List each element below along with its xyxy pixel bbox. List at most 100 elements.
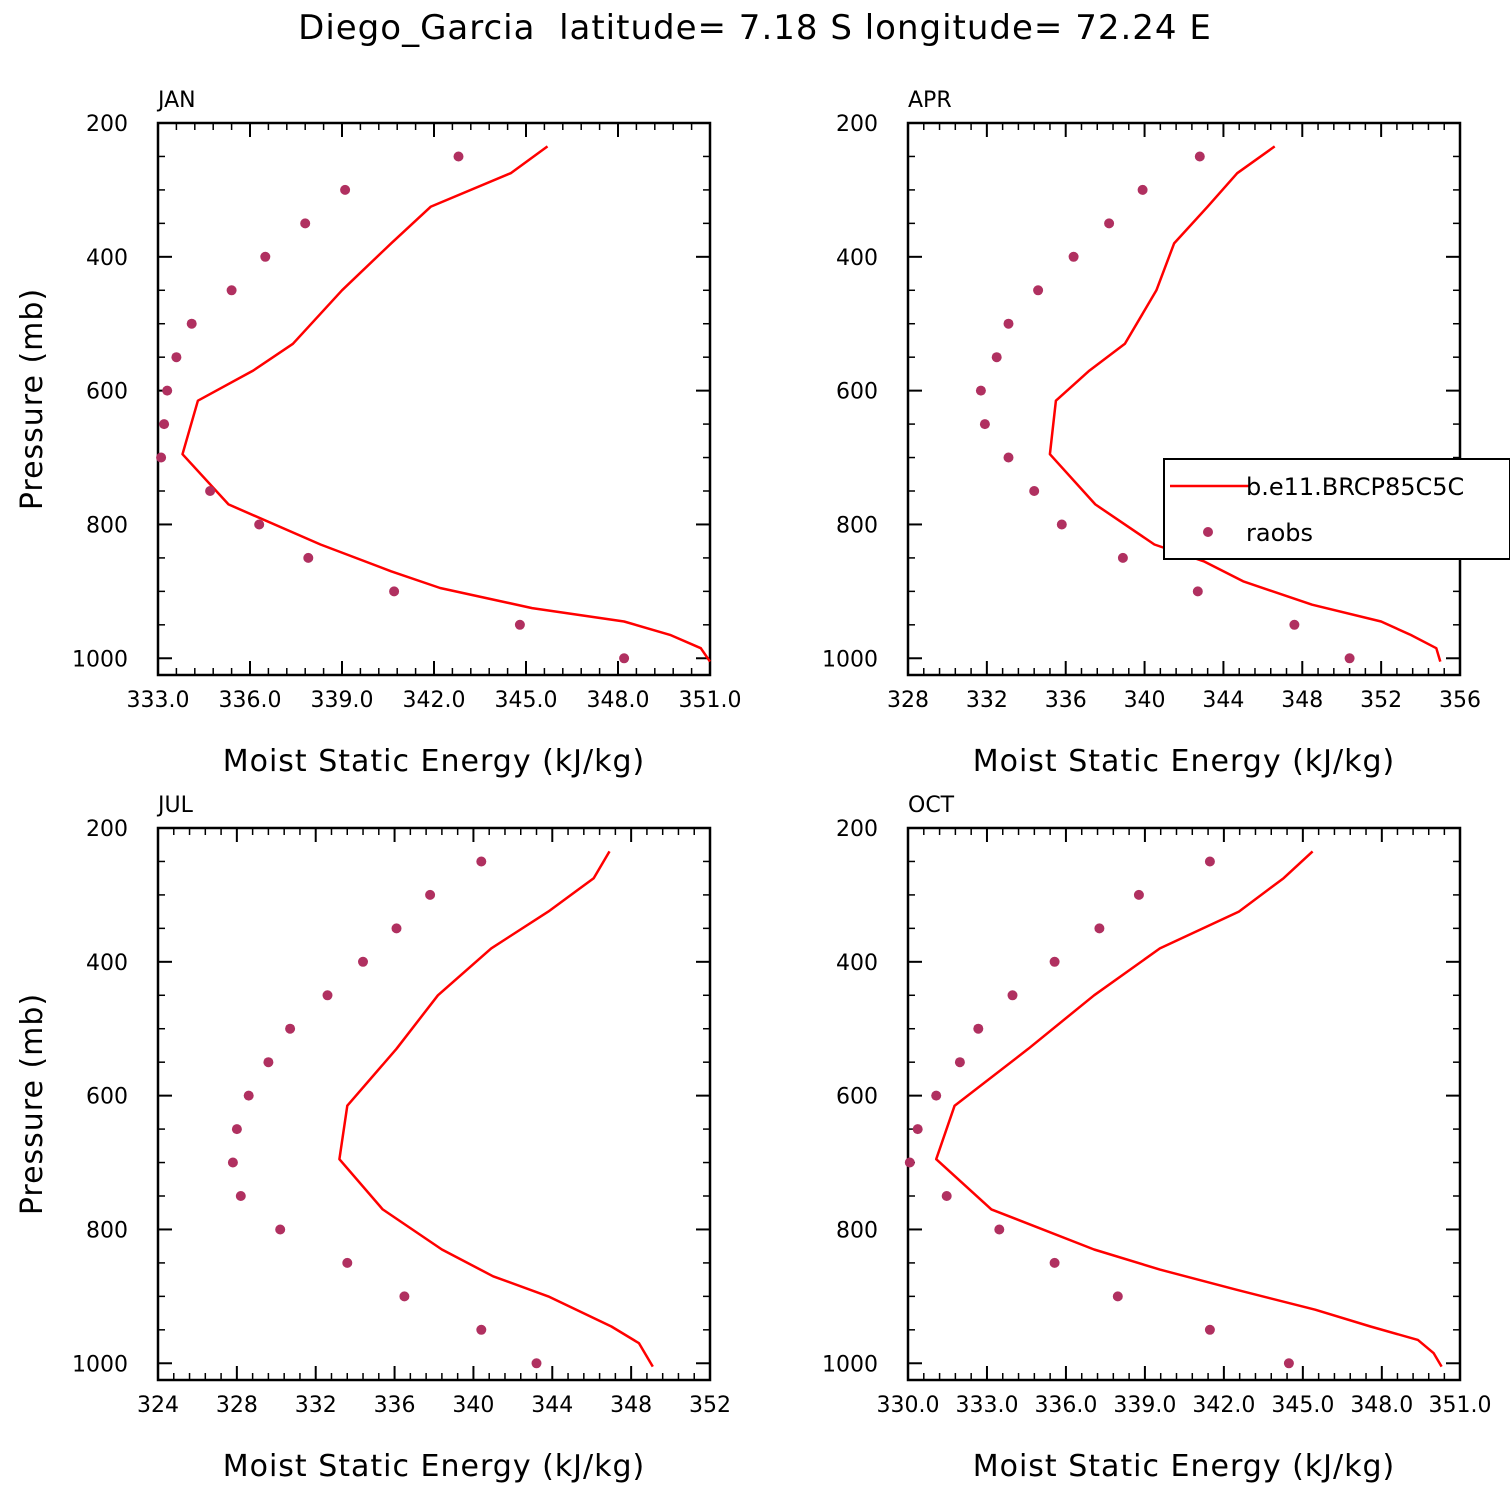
obs-point	[235, 1191, 246, 1201]
x-tick-label: 356	[1439, 688, 1481, 713]
y-tick-label: 400	[836, 246, 878, 271]
obs-point	[1289, 619, 1300, 630]
obs-point	[342, 1257, 353, 1268]
obs-point	[171, 352, 182, 363]
obs-point	[1112, 1291, 1123, 1302]
x-tick-label: 342.0	[403, 688, 466, 713]
panel-apr: 328 332 336 340 344 348 352 356 200 400 600 800 1000…	[822, 88, 1481, 779]
obs-point	[476, 856, 487, 867]
y-tick-label: 1000	[822, 1352, 878, 1377]
legend-model-label: b.e11.BRCP85C5C	[1246, 473, 1464, 501]
x-tick-label: 345.0	[495, 688, 558, 713]
obs-point	[389, 586, 400, 597]
obs-point	[340, 184, 351, 195]
x-tick-label: 339.0	[311, 688, 374, 713]
obs-point	[303, 552, 314, 563]
obs-point	[1049, 956, 1060, 967]
obs-point	[285, 1023, 296, 1034]
legend-obs-label: raobs	[1246, 519, 1313, 547]
legend-obs-marker	[1203, 527, 1213, 537]
x-tick-label: 328	[216, 1393, 258, 1418]
legend-box	[1163, 458, 1510, 560]
x-tick-label: 324	[137, 1393, 179, 1418]
obs-point	[453, 151, 464, 162]
obs-point	[358, 956, 368, 967]
obs-point	[254, 519, 265, 530]
obs-point	[1283, 1358, 1294, 1369]
figure-title: Diego_Garcia latitude= 7.18 S longitude=…	[298, 8, 1212, 48]
y-tick-label: 400	[86, 951, 128, 976]
obs-point	[931, 1090, 942, 1101]
plot-frame	[156, 826, 712, 1382]
y-tick-label: 400	[86, 246, 128, 271]
x-tick-label: 345.0	[1271, 1393, 1334, 1418]
obs-point	[205, 486, 216, 496]
y-tick-label: 800	[836, 1218, 878, 1243]
model-profile-line	[338, 850, 654, 1368]
panel-jan: 333.0 336.0 339.0 342.0 345.0 348.0 351.0 200 40…	[15, 88, 741, 779]
obs-point	[994, 1224, 1005, 1235]
obs-point	[1003, 318, 1014, 329]
obs-point	[243, 1090, 254, 1101]
y-tick-label: 400	[836, 951, 878, 976]
obs-point	[991, 352, 1002, 363]
x-tick-label: 333.0	[955, 1393, 1018, 1418]
y-tick-label: 800	[836, 513, 878, 538]
y-tick-label: 600	[836, 380, 878, 405]
x-tick-label: 351.0	[1429, 1393, 1492, 1418]
obs-point	[1204, 856, 1215, 867]
y-tick-label: 600	[86, 1085, 128, 1110]
x-axis-title: Moist Static Energy (kJ/kg)	[223, 1449, 646, 1484]
x-tick-label: 348.0	[587, 688, 650, 713]
obs-point	[619, 653, 630, 664]
x-tick-label: 342.0	[1192, 1393, 1255, 1418]
y-tick-label: 800	[86, 513, 128, 538]
x-tick-label: 336.0	[1034, 1393, 1097, 1418]
obs-point	[1094, 923, 1105, 934]
panel-oct: 330.0 333.0 336.0 339.0 342.0 345.0 348.0 351.0…	[822, 793, 1491, 1484]
x-tick-label: 339.0	[1113, 1393, 1176, 1418]
obs-point	[226, 285, 237, 296]
x-tick-label: 336	[1045, 688, 1087, 713]
y-tick-label: 600	[86, 380, 128, 405]
model-profile-line	[181, 145, 712, 663]
obs-point	[159, 419, 170, 430]
x-tick-label: 340	[1124, 688, 1166, 713]
obs-point	[1204, 1324, 1215, 1335]
x-tick-label: 348	[1281, 688, 1323, 713]
model-profile-line	[1048, 145, 1442, 662]
obs-point	[514, 619, 525, 630]
x-axis-title: Moist Static Energy (kJ/kg)	[973, 1449, 1396, 1484]
obs-point	[275, 1224, 286, 1235]
obs-point	[1117, 552, 1128, 563]
legend: b.e11.BRCP85C5C raobs	[1163, 458, 1510, 560]
x-tick-label: 344	[1202, 688, 1244, 713]
y-tick-label: 1000	[822, 647, 878, 672]
y-tick-label: 600	[836, 1085, 878, 1110]
y-axis-title: Pressure (mb)	[15, 288, 50, 510]
obs-point	[904, 1157, 915, 1168]
y-tick-label: 200	[836, 817, 878, 842]
obs-point	[1049, 1257, 1060, 1268]
panel-label: OCT	[908, 793, 955, 818]
model-profile-line	[934, 850, 1443, 1368]
obs-point	[162, 385, 173, 396]
obs-point	[1033, 285, 1044, 296]
x-tick-label: 328	[887, 688, 929, 713]
x-tick-label: 330.0	[877, 1393, 940, 1418]
x-tick-label: 348	[610, 1393, 652, 1418]
obs-point	[1056, 519, 1067, 530]
obs-point	[263, 1057, 274, 1068]
obs-point	[973, 1023, 984, 1034]
panel-label: APR	[908, 88, 952, 113]
obs-point	[1133, 889, 1144, 900]
obs-point	[399, 1291, 410, 1302]
obs-point	[1194, 151, 1205, 162]
obs-point	[1003, 452, 1014, 463]
obs-point	[1192, 586, 1203, 597]
y-tick-label: 800	[86, 1218, 128, 1243]
x-tick-label: 348.0	[1350, 1393, 1413, 1418]
y-tick-label: 1000	[72, 647, 128, 672]
x-tick-label: 340	[452, 1393, 494, 1418]
